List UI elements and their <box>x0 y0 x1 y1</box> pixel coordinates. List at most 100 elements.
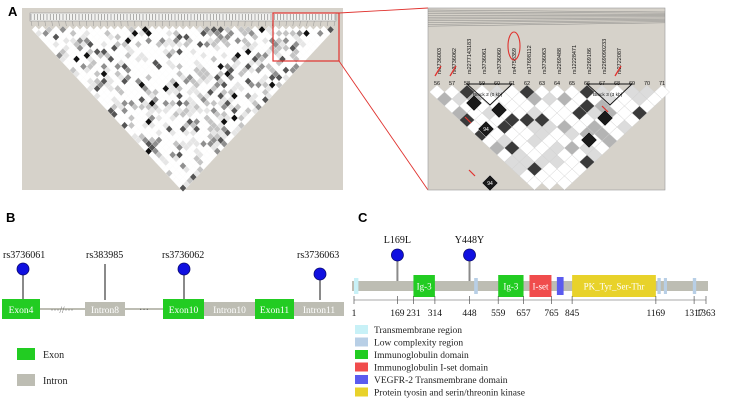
ld-dark-cell <box>481 174 499 192</box>
legend-swatch <box>355 325 368 334</box>
zoom-selection-box <box>272 12 340 62</box>
snp-connector <box>65 20 67 27</box>
zoom-snp-label: rs3736061 <box>482 48 488 74</box>
snp-connector <box>292 20 294 27</box>
legend-swatch <box>355 337 368 347</box>
ld-block-label: Block 2 (0 kb) <box>473 92 503 98</box>
intron-box <box>204 302 255 316</box>
zoom-stripe <box>427 13 666 15</box>
low-complexity-region <box>657 278 661 294</box>
snp-connector <box>37 20 40 27</box>
zoom-snp-label: rs1736003 <box>437 48 443 74</box>
legend-label: Transmembrane region <box>374 326 462 336</box>
zoom-snp-label: rs2277143183 <box>467 39 473 74</box>
intron-box <box>85 302 125 316</box>
intron-label: Intron11 <box>303 306 336 316</box>
zoom-column-number: 63 <box>539 81 545 87</box>
snp-label: rs3736063 <box>297 250 339 261</box>
snp-connector <box>326 20 329 27</box>
intron-label: Intron10 <box>213 306 246 316</box>
legend-label-intron: Intron <box>43 376 67 387</box>
ellipsis-mark: ··· <box>139 305 149 316</box>
ld-dark-cell <box>477 120 495 138</box>
snp-label: rs3736062 <box>162 250 204 261</box>
zoom-heatmap: 94 94 Block 2 (0 kb) Block 3 (3 kb) <box>429 83 670 192</box>
zoom-snp-label: rs4758359 <box>512 48 518 74</box>
legend-swatch-exon <box>17 348 35 360</box>
zoom-column-number: 65 <box>569 81 575 87</box>
domain-label: Ig-3 <box>417 282 432 292</box>
ld-dark-cell <box>596 109 614 127</box>
snp-marker <box>16 262 30 276</box>
position-label: 1363 <box>697 309 716 319</box>
immunoglobulin-domain <box>413 275 435 297</box>
panel-b-letter: B <box>6 210 16 225</box>
legend-swatch <box>355 375 368 384</box>
zoom-snp-label: rs3736063 <box>542 48 548 74</box>
position-label: 657 <box>516 309 531 319</box>
domain-boxes: Ig-3 Ig-3 I-set PK_Tyr_Ser-Thr <box>413 275 656 297</box>
snp-connector <box>106 20 108 27</box>
exon-label: Exon10 <box>169 306 199 316</box>
zoom-column-number: 62 <box>524 81 530 87</box>
low-complexity-region <box>692 278 697 294</box>
exon-label: Exon11 <box>260 306 289 316</box>
legend-swatch <box>355 387 368 397</box>
ld-dark-cell <box>490 101 508 119</box>
snp-connector <box>265 20 267 27</box>
kinase-domain <box>572 275 656 297</box>
snp-connector <box>58 20 60 27</box>
legend-label: Protein tyosin and serin/threonin kinase <box>374 389 525 399</box>
snp-connector <box>51 20 53 27</box>
variant-marker <box>463 248 476 262</box>
zoom-ld-cell <box>556 175 573 191</box>
ld-heatmap-figure: rs1736003 rs3736062 rs2277143183 rs3736061 r… <box>22 7 670 192</box>
zoom-column-number: 64 <box>554 81 560 87</box>
snp-connector <box>72 20 74 27</box>
ld-triangle <box>31 25 335 192</box>
zoom-snp-labels: rs1736003 rs3736062 rs2277143183 rs3736061 r… <box>434 31 623 77</box>
red-arrow <box>468 169 476 177</box>
snp-label: rs3736061 <box>3 250 45 261</box>
snp-connector <box>285 20 287 27</box>
zoom-column-number: 70 <box>644 81 650 87</box>
red-arrow <box>614 65 622 77</box>
zoom-stripe <box>427 19 666 21</box>
legend-swatch <box>355 350 368 359</box>
zoom-snp-label: rs2269186 <box>587 48 593 74</box>
protein-backbone <box>352 281 708 291</box>
exon-box <box>163 299 204 319</box>
snp-connector <box>306 20 308 27</box>
snp-connector <box>299 20 301 27</box>
exon-box <box>2 299 40 319</box>
low-complexity-region <box>663 278 667 294</box>
heatmap-connectors <box>30 20 336 27</box>
zoom-stripe <box>427 21 666 25</box>
variant-label: L169L <box>384 235 411 246</box>
position-label: 231 <box>406 309 421 319</box>
snp-connector <box>320 20 322 27</box>
break-mark: ···//··· <box>51 305 74 315</box>
ld-dark-cell <box>465 94 483 112</box>
snp-connector <box>99 20 101 27</box>
snp-connector <box>30 20 33 27</box>
zoom-stripe <box>427 20 666 23</box>
domain-legend: Transmembrane region Low complexity regio… <box>355 325 525 399</box>
transmembrane-region <box>354 278 359 294</box>
red-arrow <box>434 65 442 77</box>
position-label: 314 <box>428 309 443 319</box>
heatmap-ruler <box>29 12 337 22</box>
zoom-stripe <box>427 22 666 27</box>
exon-label: Exon4 <box>9 306 34 316</box>
zoom-stripe <box>427 11 666 14</box>
zoom-top-stripes <box>427 9 666 27</box>
position-label: 1 <box>352 309 357 319</box>
variant-label: Y448Y <box>455 235 484 246</box>
panel-c-letter: C <box>358 210 368 225</box>
zoom-ld-cell <box>541 175 558 191</box>
zoom-ld-cell <box>526 175 543 191</box>
snp-connector <box>333 20 336 27</box>
zoom-snp-label: rs3736060 <box>497 48 503 74</box>
position-label: 1317 <box>685 309 704 319</box>
